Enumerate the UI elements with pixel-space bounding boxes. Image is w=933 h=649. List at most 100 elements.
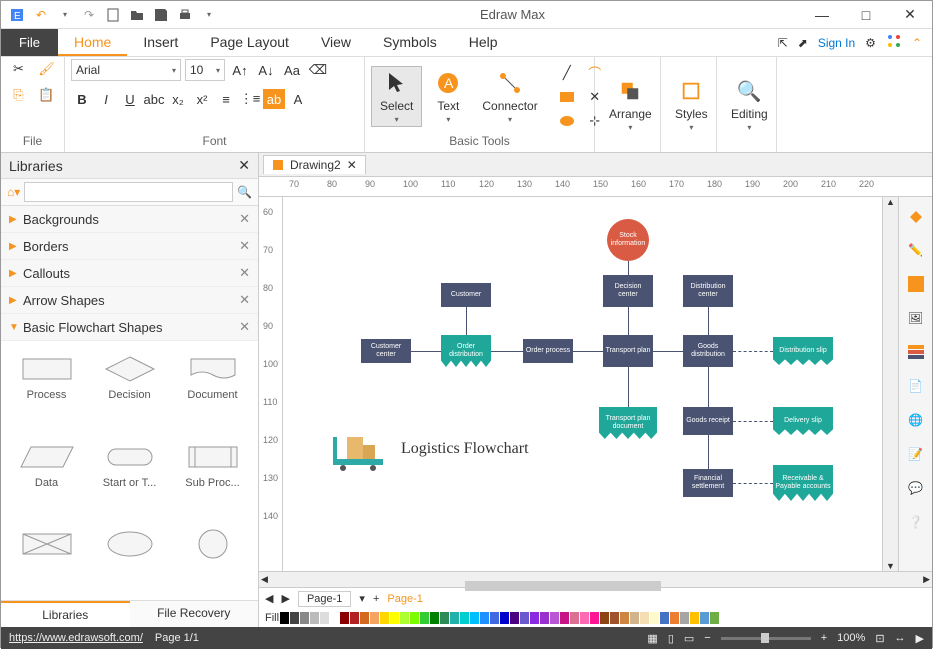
page-add-icon[interactable]: + — [373, 593, 379, 605]
redo-icon[interactable]: ↷ — [79, 5, 99, 25]
node-customer[interactable]: Customer — [441, 283, 491, 307]
swatch[interactable] — [540, 612, 549, 624]
superscript-icon[interactable]: x² — [191, 89, 213, 109]
fill-tool-icon[interactable] — [905, 205, 927, 227]
status-url[interactable]: https://www.edrawsoft.com/ — [9, 632, 143, 644]
line-spacing-icon[interactable]: ≡ — [215, 89, 237, 109]
line-icon[interactable]: ╱ — [556, 63, 578, 83]
rect-icon[interactable] — [556, 87, 578, 107]
app-logo-icon[interactable]: E — [7, 5, 27, 25]
copy-icon[interactable]: ⎘ — [8, 85, 30, 105]
swatch[interactable] — [520, 612, 529, 624]
tab-symbols[interactable]: Symbols — [367, 29, 453, 56]
swatch[interactable] — [600, 612, 609, 624]
lib-cat-callouts[interactable]: ▶Callouts✕ — [1, 260, 258, 287]
tab-home[interactable]: Home — [58, 29, 127, 56]
page-tab-2[interactable]: Page-1 — [387, 593, 422, 605]
swatch[interactable] — [510, 612, 519, 624]
italic-icon[interactable]: I — [95, 89, 117, 109]
case-icon[interactable]: Aa — [281, 60, 303, 80]
edit-icon[interactable]: 📝 — [905, 443, 927, 465]
node-stock[interactable]: Stock information — [607, 219, 649, 261]
swatch[interactable] — [290, 612, 299, 624]
lib-cat-arrow-shapes[interactable]: ▶Arrow Shapes✕ — [1, 287, 258, 314]
view-full-icon[interactable]: ▭ — [684, 632, 694, 645]
zoom-slider[interactable] — [721, 637, 811, 640]
export-icon[interactable]: ⇱ — [778, 36, 788, 50]
lib-cat-backgrounds[interactable]: ▶Backgrounds✕ — [1, 206, 258, 233]
shape-decision[interactable]: Decision — [90, 347, 169, 431]
swatch[interactable] — [310, 612, 319, 624]
swatch[interactable] — [300, 612, 309, 624]
swatch[interactable] — [460, 612, 469, 624]
grow-font-icon[interactable]: A↑ — [229, 60, 251, 80]
select-tool[interactable]: Select▾ — [371, 66, 422, 127]
subscript-icon[interactable]: x₂ — [167, 89, 189, 109]
swatch[interactable] — [500, 612, 509, 624]
library-search-input[interactable] — [24, 182, 233, 202]
share-icon[interactable]: ⬈ — [798, 36, 808, 50]
node-tpdoc[interactable]: Transport plan document — [599, 407, 657, 439]
node-dslip[interactable]: Distribution slip — [773, 337, 833, 365]
swatch[interactable] — [650, 612, 659, 624]
arrange-button[interactable]: Arrange▾ — [601, 75, 660, 134]
collapse-ribbon-icon[interactable]: ⌃ — [912, 36, 922, 50]
page-tab[interactable]: Page-1 — [298, 591, 351, 607]
swatch[interactable] — [450, 612, 459, 624]
close-button[interactable]: ✕ — [888, 1, 932, 29]
node-finset[interactable]: Financial settlement — [683, 469, 733, 497]
swatch[interactable] — [380, 612, 389, 624]
text-tool[interactable]: A Text▾ — [426, 67, 470, 126]
shape-document[interactable]: Document — [173, 347, 252, 431]
shape-circle[interactable] — [173, 522, 252, 594]
tab-help[interactable]: Help — [453, 29, 514, 56]
apps-icon[interactable] — [886, 33, 902, 52]
swatch[interactable] — [610, 612, 619, 624]
hscroll[interactable]: ◀▶ — [259, 571, 932, 587]
node-delslip[interactable]: Delivery slip — [773, 407, 833, 435]
comment-icon[interactable]: 💬 — [905, 477, 927, 499]
swatch[interactable] — [620, 612, 629, 624]
pencil-tool-icon[interactable]: ✏️ — [905, 239, 927, 261]
font-size-select[interactable]: 10▾ — [185, 59, 225, 81]
vscroll[interactable]: ▲▼ — [882, 197, 898, 571]
shape-internal[interactable] — [7, 522, 86, 594]
swatch[interactable] — [660, 612, 669, 624]
swatch[interactable] — [490, 612, 499, 624]
swatch[interactable] — [330, 612, 339, 624]
undo-dropdown-icon[interactable]: ▾ — [55, 5, 75, 25]
swatch[interactable] — [470, 612, 479, 624]
swatch[interactable] — [690, 612, 699, 624]
swatch[interactable] — [400, 612, 409, 624]
node-distctr[interactable]: Distribution center — [683, 275, 733, 307]
layers-icon[interactable] — [905, 341, 927, 363]
bullets-icon[interactable]: ⋮≡ — [239, 89, 261, 109]
lib-cat-borders[interactable]: ▶Borders✕ — [1, 233, 258, 260]
format-painter-icon[interactable]: 🖌 — [36, 59, 58, 79]
notes-icon[interactable]: 📄 — [905, 375, 927, 397]
search-icon[interactable]: 🔍 — [237, 185, 252, 199]
swatch[interactable] — [420, 612, 429, 624]
shrink-font-icon[interactable]: A↓ — [255, 60, 277, 80]
swatch[interactable] — [640, 612, 649, 624]
node-tplan[interactable]: Transport plan — [603, 335, 653, 367]
node-orderproc[interactable]: Order process — [523, 339, 573, 363]
highlight-icon[interactable]: ab — [263, 89, 285, 109]
lib-tab-recovery[interactable]: File Recovery — [130, 601, 259, 627]
shape-data[interactable]: Data — [7, 435, 86, 519]
swatch[interactable] — [560, 612, 569, 624]
connector-tool[interactable]: Connector▾ — [474, 67, 545, 126]
qat-dropdown-icon[interactable]: ▾ — [199, 5, 219, 25]
swatch[interactable] — [580, 612, 589, 624]
canvas[interactable]: Logistics Flowchart Stock informationCus… — [283, 197, 882, 571]
node-deccenter[interactable]: Decision center — [603, 275, 653, 307]
swatch[interactable] — [440, 612, 449, 624]
swatch[interactable] — [340, 612, 349, 624]
editing-button[interactable]: 🔍Editing▾ — [723, 75, 776, 134]
page-prev-icon[interactable]: ◀ — [265, 592, 273, 605]
tab-view[interactable]: View — [305, 29, 367, 56]
undo-icon[interactable]: ↶ — [31, 5, 51, 25]
swatch[interactable] — [710, 612, 719, 624]
library-close-icon[interactable]: ✕ — [238, 157, 250, 174]
swatch[interactable] — [360, 612, 369, 624]
